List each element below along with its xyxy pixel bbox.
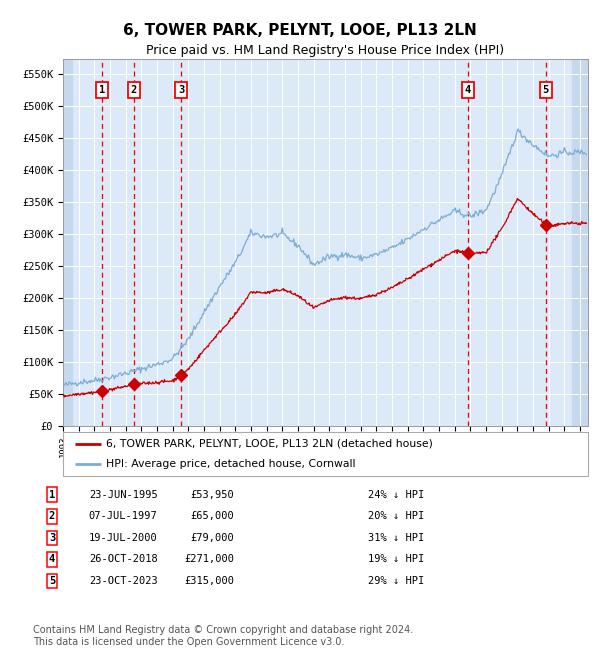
Text: 4: 4 (49, 554, 55, 564)
Text: £65,000: £65,000 (190, 512, 234, 521)
Text: 19% ↓ HPI: 19% ↓ HPI (368, 554, 424, 564)
Text: 31% ↓ HPI: 31% ↓ HPI (368, 533, 424, 543)
Text: £271,000: £271,000 (184, 554, 234, 564)
Text: 4: 4 (464, 84, 471, 95)
Text: 19-JUL-2000: 19-JUL-2000 (89, 533, 158, 543)
Text: 1: 1 (49, 489, 55, 500)
Text: 29% ↓ HPI: 29% ↓ HPI (368, 576, 424, 586)
Text: 5: 5 (49, 576, 55, 586)
Text: 23-OCT-2023: 23-OCT-2023 (89, 576, 158, 586)
Text: 1: 1 (98, 84, 105, 95)
Text: 23-JUN-1995: 23-JUN-1995 (89, 489, 158, 500)
Text: 2: 2 (49, 512, 55, 521)
Text: 3: 3 (49, 533, 55, 543)
Text: 24% ↓ HPI: 24% ↓ HPI (368, 489, 424, 500)
Text: 26-OCT-2018: 26-OCT-2018 (89, 554, 158, 564)
Title: Price paid vs. HM Land Registry's House Price Index (HPI): Price paid vs. HM Land Registry's House … (146, 44, 505, 57)
Text: £315,000: £315,000 (184, 576, 234, 586)
Text: 3: 3 (178, 84, 184, 95)
Text: 07-JUL-1997: 07-JUL-1997 (89, 512, 158, 521)
Text: HPI: Average price, detached house, Cornwall: HPI: Average price, detached house, Corn… (106, 459, 356, 469)
Text: 6, TOWER PARK, PELYNT, LOOE, PL13 2LN (detached house): 6, TOWER PARK, PELYNT, LOOE, PL13 2LN (d… (106, 439, 433, 448)
Text: 5: 5 (543, 84, 549, 95)
Text: £53,950: £53,950 (190, 489, 234, 500)
Text: Contains HM Land Registry data © Crown copyright and database right 2024.
This d: Contains HM Land Registry data © Crown c… (33, 625, 413, 647)
Text: 6, TOWER PARK, PELYNT, LOOE, PL13 2LN: 6, TOWER PARK, PELYNT, LOOE, PL13 2LN (123, 23, 477, 38)
Text: £79,000: £79,000 (190, 533, 234, 543)
FancyBboxPatch shape (63, 432, 588, 476)
Text: 20% ↓ HPI: 20% ↓ HPI (368, 512, 424, 521)
Bar (63, 58, 72, 426)
Bar (572, 58, 588, 426)
Text: 2: 2 (131, 84, 137, 95)
